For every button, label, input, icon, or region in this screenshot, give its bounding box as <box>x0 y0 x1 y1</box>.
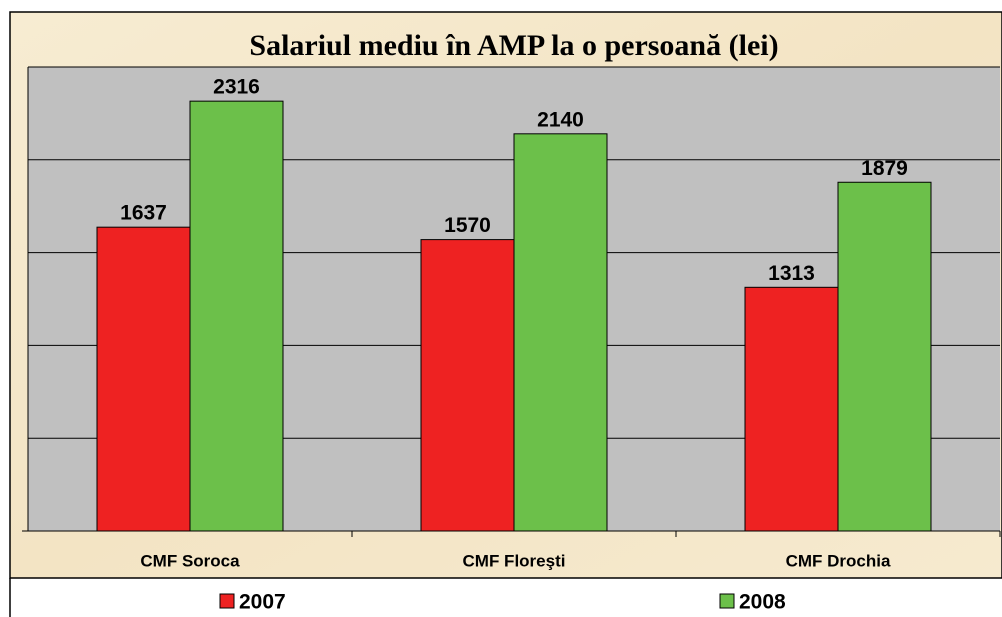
data-label: 1637 <box>120 202 167 225</box>
bar <box>744 286 839 532</box>
bar <box>837 181 932 532</box>
legend-label: 2008 <box>739 591 786 614</box>
data-label: 2140 <box>537 108 584 131</box>
legend-swatch <box>219 593 235 609</box>
data-label: 1313 <box>768 262 815 285</box>
data-label: 1879 <box>861 157 908 180</box>
data-label: 2316 <box>213 76 260 99</box>
x-tick-label: CMF Soroca <box>140 551 240 570</box>
bar <box>96 226 191 532</box>
bar <box>513 133 608 532</box>
legend-swatch <box>719 593 735 609</box>
x-tick-label: CMF Floreşti <box>463 551 566 570</box>
x-tick-label: CMF Drochia <box>786 551 891 570</box>
bar <box>420 239 515 532</box>
data-label: 1570 <box>444 214 491 237</box>
bar <box>189 100 284 532</box>
chart-title: Salariul mediu în AMP la o persoană (lei… <box>249 29 778 62</box>
legend-label: 2007 <box>239 591 286 614</box>
